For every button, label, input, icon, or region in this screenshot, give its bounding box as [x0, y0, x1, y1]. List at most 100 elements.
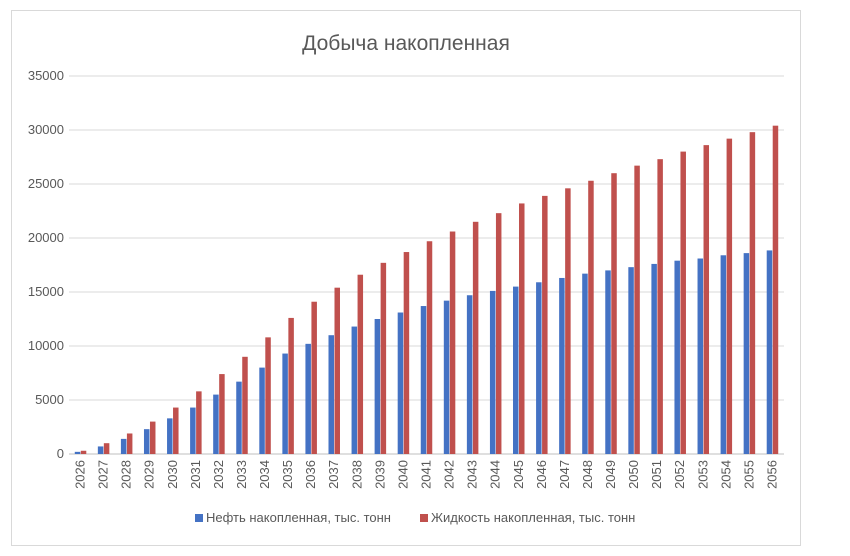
x-tick-label: 2053	[695, 460, 710, 489]
bar-oil-2047	[559, 277, 565, 454]
bar-liquid-2031	[196, 391, 202, 454]
x-tick-label: 2040	[395, 460, 410, 489]
x-tick-label: 2045	[511, 460, 526, 489]
bar-oil-2055	[743, 253, 750, 454]
bar-oil-2033	[236, 381, 242, 454]
x-tick-label: 2027	[96, 460, 111, 489]
bar-oil-2048	[582, 273, 588, 454]
x-axis-ticks: 2026 2027 2028 2029 2030 2031 2032 2033 2034 2035…	[73, 460, 780, 489]
legend-swatch	[420, 514, 428, 522]
bar-liquid-2048	[588, 180, 594, 454]
bar-oil-2050	[628, 267, 634, 454]
bar-liquid-2049	[611, 173, 617, 454]
bar-oil-2045	[513, 286, 519, 454]
bar-liquid-2036	[311, 301, 317, 454]
x-tick-label: 2034	[257, 460, 272, 489]
bars	[74, 125, 779, 455]
bar-liquid-2034	[265, 337, 271, 454]
y-tick-label: 0	[57, 446, 64, 461]
bar-oil-2027	[97, 446, 104, 454]
bar-liquid-2042	[449, 231, 456, 454]
bar-oil-2044	[489, 290, 496, 454]
bar-oil-2051	[651, 263, 657, 454]
x-tick-label: 2041	[419, 460, 434, 489]
bar-oil-2028	[120, 438, 127, 454]
bar-oil-2034	[259, 367, 265, 454]
bar-liquid-2032	[219, 374, 225, 454]
bar-oil-2031	[190, 407, 196, 454]
bar-liquid-2050	[634, 165, 640, 454]
bar-liquid-2044	[495, 213, 502, 454]
x-tick-label: 2035	[280, 460, 295, 489]
bar-oil-2052	[674, 260, 680, 454]
legend-swatch	[195, 514, 203, 522]
bar-oil-2030	[167, 418, 173, 454]
bar-oil-2038	[351, 326, 358, 454]
bar-liquid-2035	[288, 317, 294, 454]
bar-oil-2054	[720, 255, 727, 454]
legend: Нефть накопленная, тыс. тонн Жидкость нак…	[195, 510, 635, 525]
x-tick-label: 2048	[580, 460, 595, 489]
y-axis-ticks: 0 5000 10000 15000 20000 25000 30000 35000	[28, 68, 64, 461]
bar-oil-2046	[536, 282, 542, 454]
bar-oil-2039	[374, 319, 381, 454]
y-tick-label: 15000	[28, 284, 64, 299]
chart-title: Добыча накопленная	[302, 32, 510, 55]
grid-layer	[69, 75, 784, 455]
x-tick-label: 2028	[119, 460, 134, 489]
x-tick-label: 2039	[372, 460, 387, 489]
bar-oil-2041	[420, 306, 427, 454]
x-tick-label: 2052	[672, 460, 687, 489]
bar-oil-2036	[305, 343, 311, 454]
x-tick-label: 2042	[442, 460, 457, 489]
bar-liquid-2033	[242, 356, 248, 454]
x-tick-label: 2029	[142, 460, 157, 489]
bar-oil-2035	[282, 353, 288, 454]
bar-liquid-2055	[749, 132, 756, 454]
y-tick-label: 30000	[28, 122, 64, 137]
bar-liquid-2054	[726, 138, 733, 454]
bar-liquid-2052	[680, 151, 686, 454]
x-tick-label: 2050	[626, 460, 641, 489]
bar-liquid-2030	[173, 407, 179, 454]
y-tick-label: 10000	[28, 338, 64, 353]
y-tick-label: 35000	[28, 68, 64, 83]
bar-liquid-2040	[403, 252, 410, 454]
bar-liquid-2041	[426, 241, 433, 454]
bar-liquid-2026	[80, 450, 87, 454]
bar-oil-2056	[766, 250, 773, 454]
x-tick-label: 2056	[764, 460, 779, 489]
x-tick-label: 2033	[234, 460, 249, 489]
bar-liquid-2027	[103, 443, 110, 454]
chart-frame: Добыча накопленная 0 5000 10000 15000 20000 2…	[11, 10, 801, 546]
bar-liquid-2039	[380, 262, 387, 454]
bar-liquid-2047	[565, 188, 571, 454]
x-tick-label: 2054	[718, 460, 733, 489]
bar-liquid-2046	[542, 195, 548, 454]
bar-liquid-2056	[772, 125, 779, 455]
bar-liquid-2029	[149, 421, 156, 454]
x-tick-label: 2038	[349, 460, 364, 489]
bar-liquid-2038	[357, 274, 364, 454]
bar-oil-2037	[328, 335, 334, 454]
x-tick-label: 2043	[465, 460, 480, 489]
legend-label: Жидкость накопленная, тыс. тонн	[431, 510, 635, 525]
chart-svg: Добыча накопленная 0 5000 10000 15000 20000 2…	[28, 32, 784, 525]
x-tick-label: 2026	[73, 460, 88, 489]
x-tick-label: 2047	[557, 460, 572, 489]
bar-liquid-2043	[472, 221, 479, 454]
bar-oil-2049	[605, 270, 611, 454]
bar-oil-2032	[213, 394, 219, 454]
bar-oil-2053	[697, 258, 704, 454]
x-tick-label: 2031	[188, 460, 203, 489]
x-tick-label: 2044	[488, 460, 503, 489]
bar-liquid-2051	[657, 159, 663, 454]
x-tick-label: 2030	[165, 460, 180, 489]
bar-oil-2043	[466, 295, 473, 454]
x-tick-label: 2036	[303, 460, 318, 489]
legend-label: Нефть накопленная, тыс. тонн	[206, 510, 391, 525]
y-tick-label: 5000	[35, 392, 64, 407]
x-tick-label: 2037	[326, 460, 341, 489]
x-tick-label: 2046	[534, 460, 549, 489]
y-tick-label: 25000	[28, 176, 64, 191]
